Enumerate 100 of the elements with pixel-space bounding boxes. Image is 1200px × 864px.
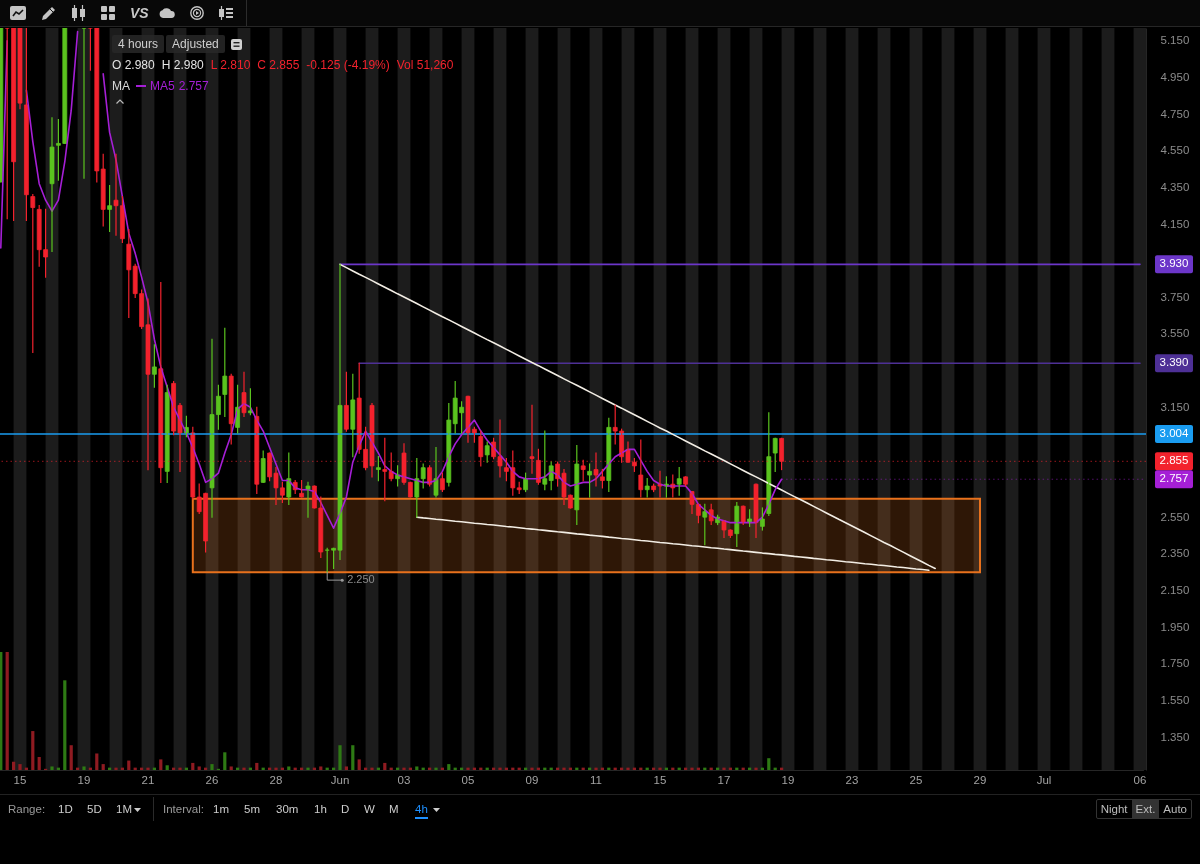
y-tick-label: 1.950: [1160, 620, 1190, 633]
candlestick: [529, 404, 535, 474]
annotation: 2.250: [347, 573, 375, 586]
bar: [210, 764, 214, 770]
bar: [370, 767, 374, 770]
candlestick: [676, 467, 682, 496]
candlestick: [484, 441, 490, 463]
bar: [114, 767, 118, 770]
annotation: C 2.855: [257, 58, 300, 72]
data-label: 3.390: [1159, 356, 1189, 369]
bar: [447, 764, 451, 770]
bar: [12, 761, 16, 770]
text: 1M: [116, 803, 132, 815]
candlestick: [644, 478, 650, 498]
candlestick: [152, 344, 157, 388]
candlestick: [376, 456, 381, 482]
bar: [31, 731, 35, 770]
x-tick-label: 09: [525, 773, 539, 786]
bar: [242, 767, 246, 770]
bar: [69, 745, 73, 770]
text: D: [341, 803, 350, 815]
text: 30m: [276, 803, 299, 815]
text: 1h: [314, 803, 327, 815]
bar: [530, 767, 534, 770]
bar: [466, 767, 470, 770]
line-series: [339, 263, 936, 570]
candlestick: [299, 479, 304, 498]
x-tick-label: 11: [590, 773, 602, 786]
bar: [229, 766, 233, 770]
ref-line-label: 2.855: [1159, 454, 1189, 467]
bar: [37, 757, 41, 770]
bar: [415, 766, 419, 770]
y-tick-label: 1.550: [1160, 693, 1190, 706]
y-tick-label: 4.750: [1160, 107, 1190, 120]
text: VS: [130, 5, 149, 21]
x-tick-label: 28: [269, 773, 283, 786]
candlestick: [593, 452, 599, 487]
candlestick: [4, 28, 10, 220]
legend-label: MA5: [150, 79, 175, 93]
ref-line-label: 3.004: [1159, 426, 1189, 439]
bar: [767, 758, 771, 770]
text: W: [364, 803, 375, 815]
bar: [223, 752, 227, 770]
bar: [594, 767, 598, 770]
bar: [344, 766, 348, 770]
bar: [562, 767, 566, 770]
candlestick: [88, 28, 93, 71]
text: Range:: [8, 803, 46, 815]
candlestick: [324, 547, 330, 573]
bar: [357, 759, 361, 770]
bar: [146, 767, 150, 770]
candlestick: [382, 437, 388, 502]
text: M: [389, 803, 399, 815]
x-tick-label: 19: [77, 773, 91, 786]
candlestick: [542, 430, 548, 491]
x-tick-label: 03: [397, 773, 411, 786]
x-tick-label: 21: [141, 773, 155, 786]
text: Ext.: [1131, 800, 1160, 818]
x-tick-label: 06: [1133, 773, 1147, 786]
text: 5m: [244, 803, 260, 815]
bar: [82, 766, 86, 770]
annotation: O 2.980: [112, 58, 155, 72]
x-tick-label: 15: [13, 773, 27, 786]
line-series: [416, 516, 930, 572]
bar: [63, 680, 67, 770]
bar: [306, 767, 310, 770]
y-tick-label: 2.150: [1160, 583, 1190, 596]
bar: [197, 766, 201, 770]
y-tick-label: 4.150: [1160, 217, 1190, 230]
candlestick: [580, 459, 586, 482]
text: 2.757: [178, 79, 209, 93]
x-tick-label: Jun: [330, 773, 350, 786]
annotation: H 2.980: [161, 58, 204, 72]
bar: [383, 762, 387, 770]
x-tick-label: 17: [717, 773, 731, 786]
bar: [722, 767, 726, 770]
x-tick-label: 23: [845, 773, 859, 786]
candlestick: [587, 463, 592, 498]
text: Night: [1099, 802, 1129, 817]
candlestick: [516, 481, 522, 494]
bar: [434, 767, 438, 770]
bar: [191, 762, 195, 770]
bar: [287, 766, 291, 770]
bar: [95, 753, 99, 770]
annotation: 4 hours: [112, 35, 165, 53]
y-tick-label: 1.350: [1160, 730, 1190, 743]
x-tick-label: 29: [973, 773, 987, 786]
bar: [165, 765, 169, 770]
y-tick-label: 2.350: [1160, 547, 1190, 560]
bar: [159, 759, 163, 770]
x-tick-label: 26: [205, 773, 219, 786]
bar: [18, 764, 22, 770]
x-tick-label: 15: [653, 773, 667, 786]
y-tick-label: 3.750: [1160, 290, 1190, 303]
bar: [690, 767, 694, 770]
bar: [319, 766, 323, 770]
y-tick-label: 3.550: [1160, 327, 1190, 340]
y-tick-label: 4.950: [1160, 70, 1190, 83]
y-tick-label: 2.550: [1160, 510, 1190, 523]
x-tick-label: 19: [781, 773, 795, 786]
